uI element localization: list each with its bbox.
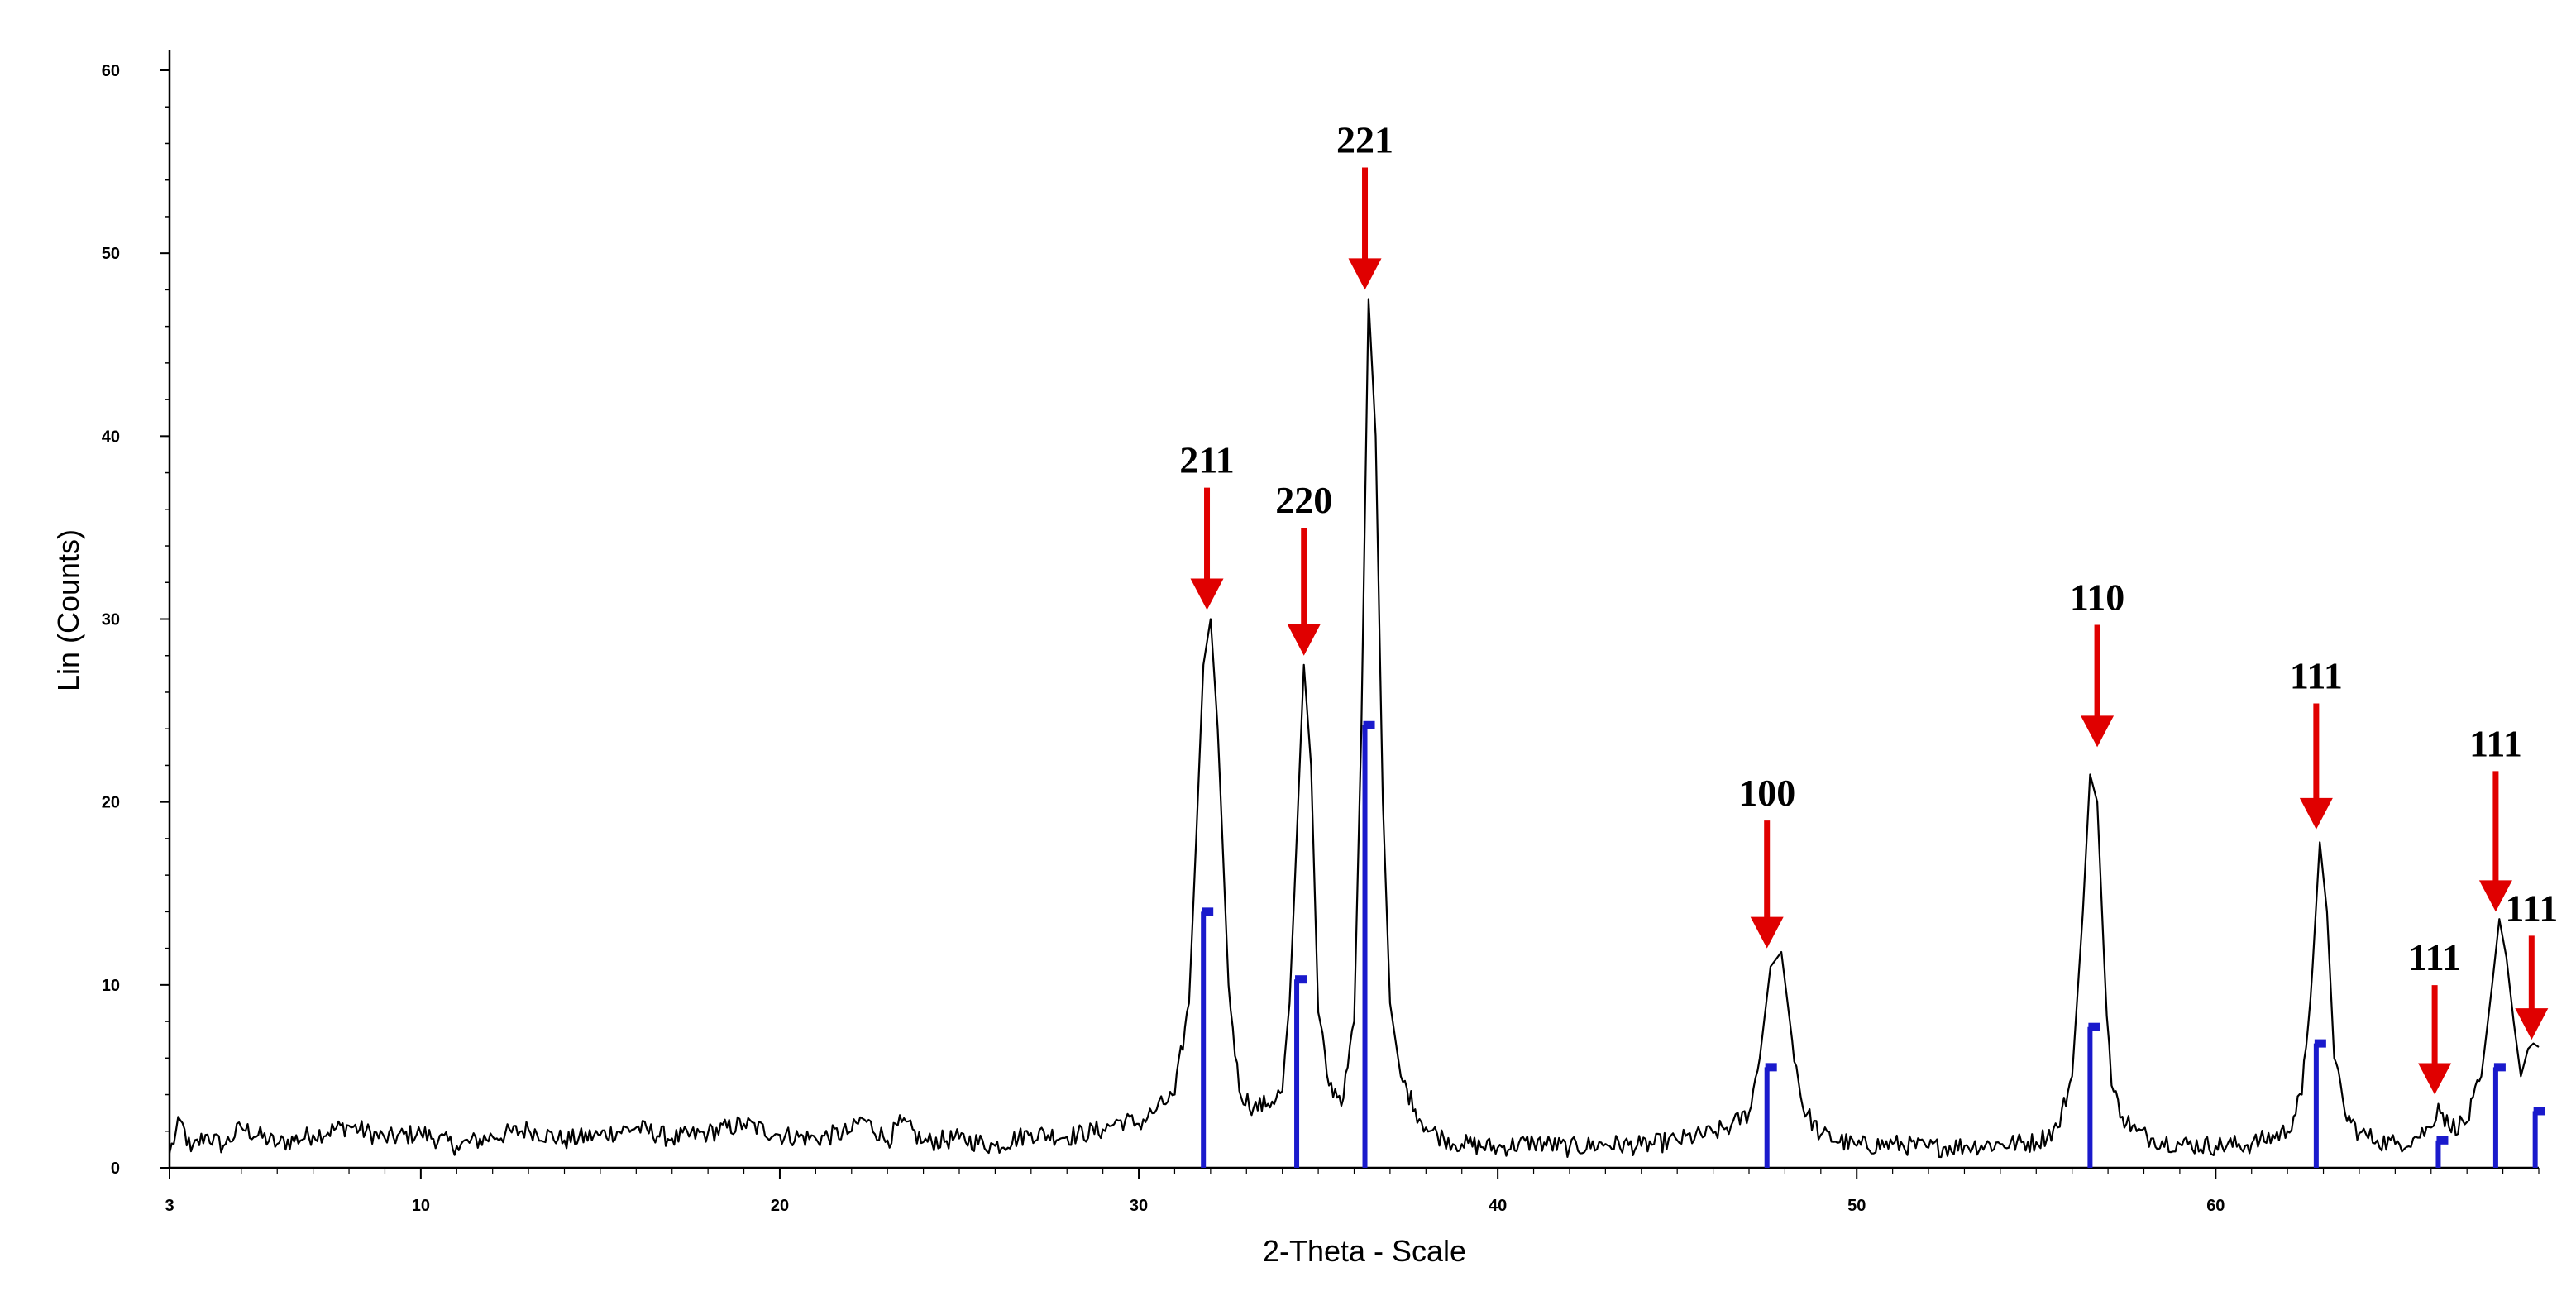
annotation-arrow-head — [2418, 1063, 2452, 1095]
reference-marker — [1202, 907, 1214, 916]
x-tick-label: 50 — [1847, 1197, 1866, 1215]
reference-marker — [1765, 1063, 1777, 1072]
reference-marker — [2088, 1022, 2100, 1031]
peak-label: 100 — [1738, 772, 1795, 814]
y-tick-label: 50 — [102, 245, 120, 263]
annotation-arrow-head — [1348, 258, 1382, 290]
annotation-arrow-head — [2478, 880, 2512, 912]
peak-label: 111 — [2290, 655, 2343, 697]
peak-label: 220 — [1275, 479, 1332, 521]
annotations: 211 220 221 100 110 111 111 111 111 — [1179, 119, 2558, 1095]
y-tick-label: 0 — [111, 1160, 120, 1178]
x-tick-label: 60 — [2206, 1197, 2225, 1215]
x-tick-label: 3 — [165, 1197, 174, 1215]
x-tick-label: 30 — [1130, 1197, 1148, 1215]
series-line — [168, 298, 2540, 1159]
peak-label: 111 — [2505, 887, 2558, 929]
x-ticks: 3 10 20 30 40 50 60 — [165, 1168, 2540, 1215]
series-group — [168, 298, 2540, 1159]
annotation-arrow-head — [2299, 797, 2333, 830]
y-tick-label: 40 — [102, 428, 120, 446]
peak-label: 221 — [1336, 119, 1393, 161]
annotation-arrow-head — [1750, 916, 1784, 949]
y-tick-label: 30 — [102, 611, 120, 629]
reference-lines — [1201, 720, 2545, 1168]
y-tick-label: 20 — [102, 794, 120, 812]
x-tick-label: 10 — [412, 1197, 430, 1215]
reference-marker — [1295, 975, 1307, 984]
peak-label: 110 — [2070, 576, 2124, 618]
annotation-arrow-head — [1287, 624, 1321, 656]
reference-marker — [1363, 720, 1375, 729]
reference-marker — [2436, 1136, 2449, 1145]
peak-label: 111 — [2469, 722, 2522, 764]
x-tick-label: 40 — [1489, 1197, 1507, 1215]
reference-marker — [2314, 1039, 2326, 1048]
x-tick-label: 20 — [771, 1197, 789, 1215]
y-axis-title: Lin (Counts) — [51, 529, 85, 691]
y-tick-label: 60 — [102, 62, 120, 80]
y-ticks: 0 10 20 30 40 50 60 — [102, 62, 170, 1178]
x-axis-title: 2-Theta - Scale — [1263, 1234, 1466, 1268]
annotation-arrow-head — [2515, 1008, 2549, 1040]
reference-marker — [2533, 1107, 2545, 1116]
annotation-arrow-head — [2081, 715, 2115, 748]
y-tick-label: 10 — [102, 977, 120, 995]
annotation-arrow-head — [1190, 578, 1224, 610]
reference-marker — [2493, 1063, 2506, 1072]
peak-label: 211 — [1179, 439, 1234, 481]
peak-label: 111 — [2408, 936, 2461, 978]
